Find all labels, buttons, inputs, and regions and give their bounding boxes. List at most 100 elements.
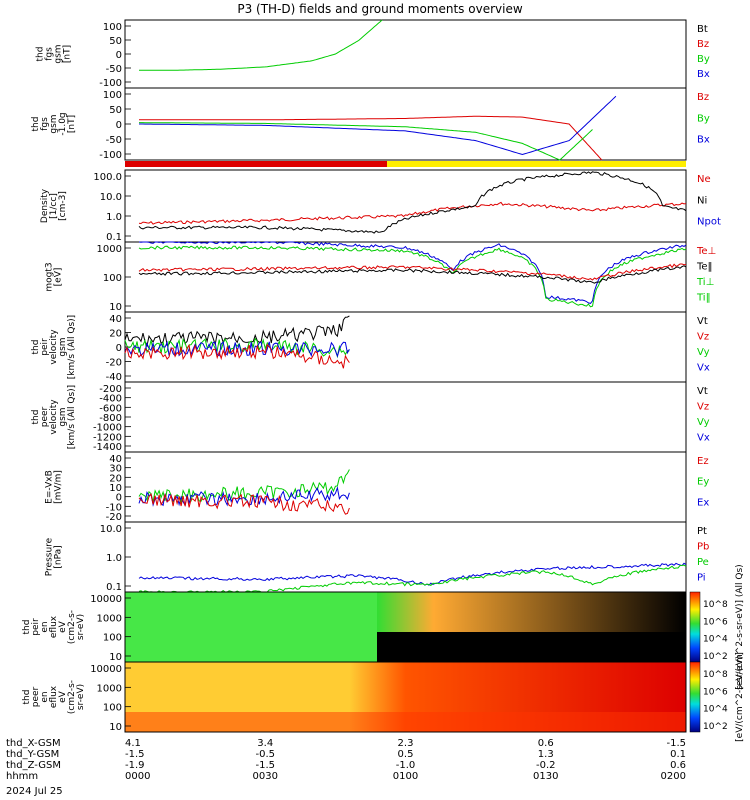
- y-axis-label: velocity: [49, 329, 59, 365]
- panel-temperature: 1000 100 10 mogt3 [eV] Te⊥ Te‖ Ti⊥ Ti‖: [45, 241, 716, 313]
- panel-frame: [124, 381, 687, 453]
- y-tick-label: -100: [99, 78, 122, 89]
- y-axis-label: sr-eV): [76, 684, 86, 710]
- legend-Pi: Pi: [697, 573, 706, 584]
- series-Bz: [139, 115, 603, 161]
- colorbar-tick-label: 10^8: [703, 670, 728, 680]
- y-tick-label: -20: [106, 512, 122, 523]
- colorbar-tick-label: 10^4: [703, 705, 728, 715]
- legend-Vy: Vy: [697, 417, 710, 428]
- y-tick-label: 50: [109, 36, 122, 47]
- y-axis-label: mogt3: [45, 262, 55, 291]
- panel-peer_velocity: -200-400-600-800-1000-1200-1400 thd peer ve…: [31, 381, 710, 453]
- y-axis-label: thd: [36, 47, 46, 62]
- legend-Ey: Ey: [697, 477, 709, 488]
- y-tick-label: 10.0: [100, 192, 122, 203]
- legend-Bx: Bx: [697, 135, 710, 146]
- y-tick-label: 100.0: [93, 172, 122, 183]
- x-row-label: thd_Y-GSM: [6, 749, 59, 760]
- y-axis-label: en: [40, 621, 50, 632]
- series-Ti⊥: [138, 241, 687, 304]
- y-axis-label: [cm-3]: [58, 191, 68, 221]
- x-tick-label: -1.5: [666, 738, 686, 749]
- x-tick-label: 0.6: [538, 738, 554, 749]
- panel-peir_spectrogram: 10^8 10^6 10^4 10^2 [eV/(cm^2-s-sr-eV)] (All…: [22, 564, 745, 689]
- x-tick-label: -1.5: [125, 749, 145, 760]
- y-axis-label: thd: [22, 690, 32, 705]
- y-tick-label: 1000: [97, 683, 122, 694]
- y-tick-label: -50: [106, 64, 122, 75]
- y-axis-label: gsm: [54, 44, 64, 63]
- y-axis-label: en: [40, 691, 50, 702]
- legend-Pe: Pe: [697, 557, 709, 568]
- legend-Vz: Vz: [697, 332, 709, 343]
- colorbar-label: [eV/(cm^2-s-sr-eV)] (All Qs): [735, 564, 745, 689]
- y-axis-label: eV: [58, 690, 68, 703]
- y-tick-label: -200: [99, 384, 122, 395]
- panel-frame: [124, 451, 687, 523]
- legend-Vt: Vt: [697, 386, 708, 397]
- x-tick-label: -0.2: [536, 760, 556, 771]
- colorbar-label: [eV/(cm^2-s-sr-eV)]: [735, 652, 745, 742]
- y-tick-label: -1400: [93, 442, 122, 453]
- panel-frame: [124, 87, 687, 161]
- x-tick-label: 1.3: [538, 749, 554, 760]
- y-axis-label: thd: [31, 117, 41, 132]
- x-tick-label: 2.3: [398, 738, 414, 749]
- colorbar-tick-label: 10^4: [703, 635, 728, 645]
- x-tick-label: -1.5: [255, 760, 275, 771]
- y-tick-label: 1.0: [106, 212, 122, 223]
- y-tick-label: 20: [109, 329, 122, 340]
- y-tick-label: 100: [103, 273, 122, 284]
- x-tick-label: -1.0: [396, 760, 416, 771]
- y-axis-label: [eV]: [54, 268, 64, 287]
- y-axis-label: eflux: [49, 615, 59, 638]
- y-axis-label: gsm: [58, 407, 68, 426]
- y-axis-label: [nPa]: [54, 545, 64, 568]
- legend-By: By: [697, 54, 710, 65]
- legend-Bt: Bt: [697, 24, 708, 35]
- panel-fgs_gsm: 100 50 0 -50 -100 thd fgs gsm [nT] Bt Bz By Bx: [36, 19, 710, 89]
- y-tick-label: -20: [106, 358, 122, 369]
- x-tick-label: 0200: [661, 771, 686, 782]
- y-tick-label: -40: [106, 372, 122, 383]
- y-tick-label: 0.1: [106, 582, 122, 593]
- legend-Ti⊥: Ti⊥: [696, 277, 714, 288]
- x-tick-label: 0.6: [670, 760, 686, 771]
- legend-Npot: Npot: [697, 217, 721, 228]
- x-tick-label: 0.5: [398, 749, 414, 760]
- y-tick-label: 10.0: [100, 524, 122, 535]
- y-tick-label: 40: [109, 454, 122, 465]
- y-tick-label: 40: [109, 314, 122, 325]
- series-Vt: [124, 315, 350, 348]
- series-Bx: [139, 95, 617, 156]
- y-tick-label: 10: [109, 652, 122, 663]
- y-tick-label: 10000: [90, 664, 122, 675]
- panel-frame: [124, 661, 687, 733]
- y-tick-label: 0: [116, 50, 122, 61]
- y-axis-label: peir: [31, 618, 41, 636]
- y-axis-label: (cm2-s-: [67, 680, 77, 714]
- panel-fgs_gse: 100 50 0 -50 -100 thd fgs gsm -1.0g [nT] Bz By Bx: [31, 87, 710, 161]
- series-Ez: [138, 492, 350, 515]
- y-axis-label: thd: [31, 340, 41, 355]
- panel-density: 100.0 10.0 1.0 0.1 Density [1/cc] [cm-3] Ne Ni Np…: [40, 169, 721, 243]
- panel-peir_velocity: 40 20 0 -20 -40 thd peir velocity gsm [km/s (All …: [31, 311, 710, 383]
- x-tick-label: 0100: [393, 771, 418, 782]
- panel-pressure: 10.0 1.0 0.1 Pressure [nPa] Pt Pb Pe Pi: [45, 521, 709, 593]
- y-tick-label: -600: [99, 403, 122, 414]
- legend-Pt: Pt: [697, 526, 707, 537]
- x-tick-label: 0000: [125, 771, 150, 782]
- legend-Pb: Pb: [697, 542, 709, 553]
- legend-Te⊥: Te⊥: [696, 246, 716, 257]
- y-tick-label: 100: [103, 633, 122, 644]
- y-axis-label: [nT]: [63, 45, 73, 63]
- x-row-label: hhmm: [6, 771, 38, 782]
- y-axis-label: E=-VxB: [45, 470, 55, 504]
- colorbar-tick-label: 10^2: [703, 652, 728, 662]
- y-axis-label: [km/s (All Qs)]: [67, 315, 77, 379]
- spectrogram-low-band: [125, 712, 686, 732]
- series-Vx: [124, 340, 350, 358]
